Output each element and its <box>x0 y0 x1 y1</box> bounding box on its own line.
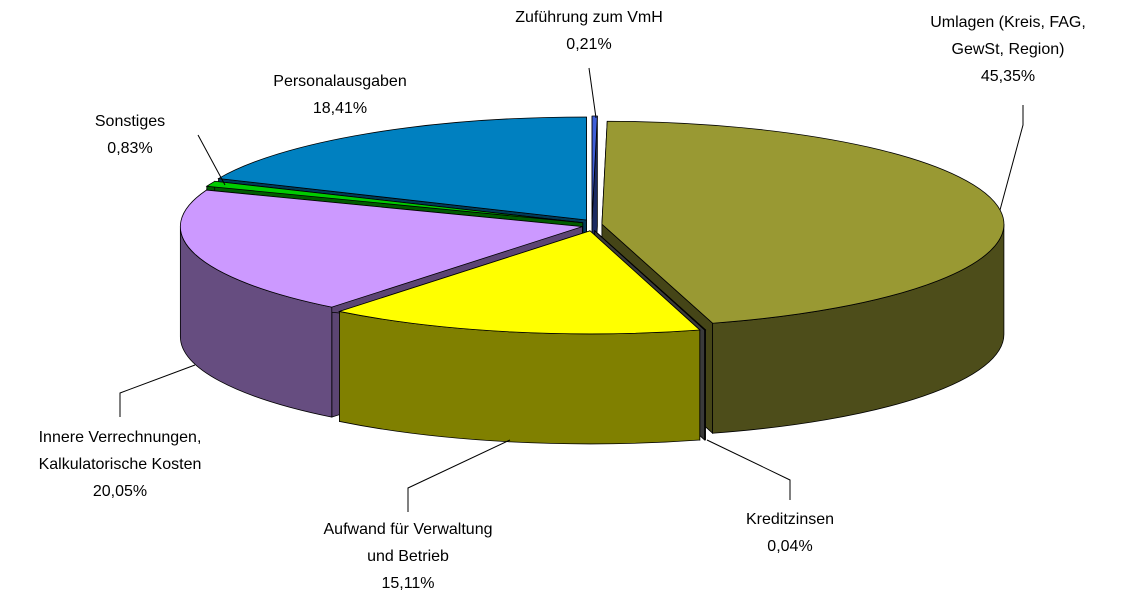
value-label: 45,35% <box>980 68 1036 85</box>
slice-top <box>217 116 587 221</box>
slice-top <box>591 115 598 220</box>
slice-side <box>704 329 706 441</box>
category-label: Personalausgaben <box>273 73 407 90</box>
leader-line <box>197 134 226 186</box>
slice-label: Sonstiges 0,83% <box>95 108 165 162</box>
leader-line <box>119 364 196 417</box>
value-label: 18,41% <box>312 100 368 117</box>
slice-label: Zuführung zum VmH 0,21% <box>515 4 663 58</box>
value-label: 0,83% <box>107 140 153 157</box>
slice-label: Aufwand für Verwaltung und Betrieb 15,11% <box>313 516 503 597</box>
slice-label: Umlagen (Kreis, FAG, GewSt, Region) 45,35… <box>916 9 1101 90</box>
slice-top <box>601 120 1005 324</box>
slice-top <box>594 230 707 331</box>
slice <box>337 229 701 445</box>
value-label: 0,04% <box>767 538 813 555</box>
category-label: Zuführung zum VmH <box>515 9 663 26</box>
value-label: 20,05% <box>92 483 148 500</box>
category-label: Kreditzinsen <box>745 511 835 528</box>
category-label: Sonstiges <box>94 113 166 130</box>
slice-top <box>179 189 583 308</box>
slice-label: Innere Verrechnungen, Kalkulatorische Ko… <box>25 424 215 505</box>
leader-line <box>999 105 1024 211</box>
leader-line <box>588 67 597 119</box>
slice-label: Kreditzinsen 0,04% <box>746 506 834 560</box>
slice-top <box>205 180 583 224</box>
value-label: 0,21% <box>566 36 612 53</box>
slice-top <box>337 230 701 335</box>
leader-line <box>706 439 791 500</box>
slice-label: Personalausgaben 18,41% <box>273 68 406 122</box>
value-label: 15,11% <box>381 575 435 592</box>
category-label: Umlagen (Kreis, FAG, GewSt, Region) <box>930 14 1086 58</box>
category-label: Innere Verrechnungen, Kalkulatorische Ko… <box>38 429 202 473</box>
leader-line <box>407 439 511 512</box>
category-label: Aufwand für Verwaltung und Betrieb <box>323 521 493 565</box>
